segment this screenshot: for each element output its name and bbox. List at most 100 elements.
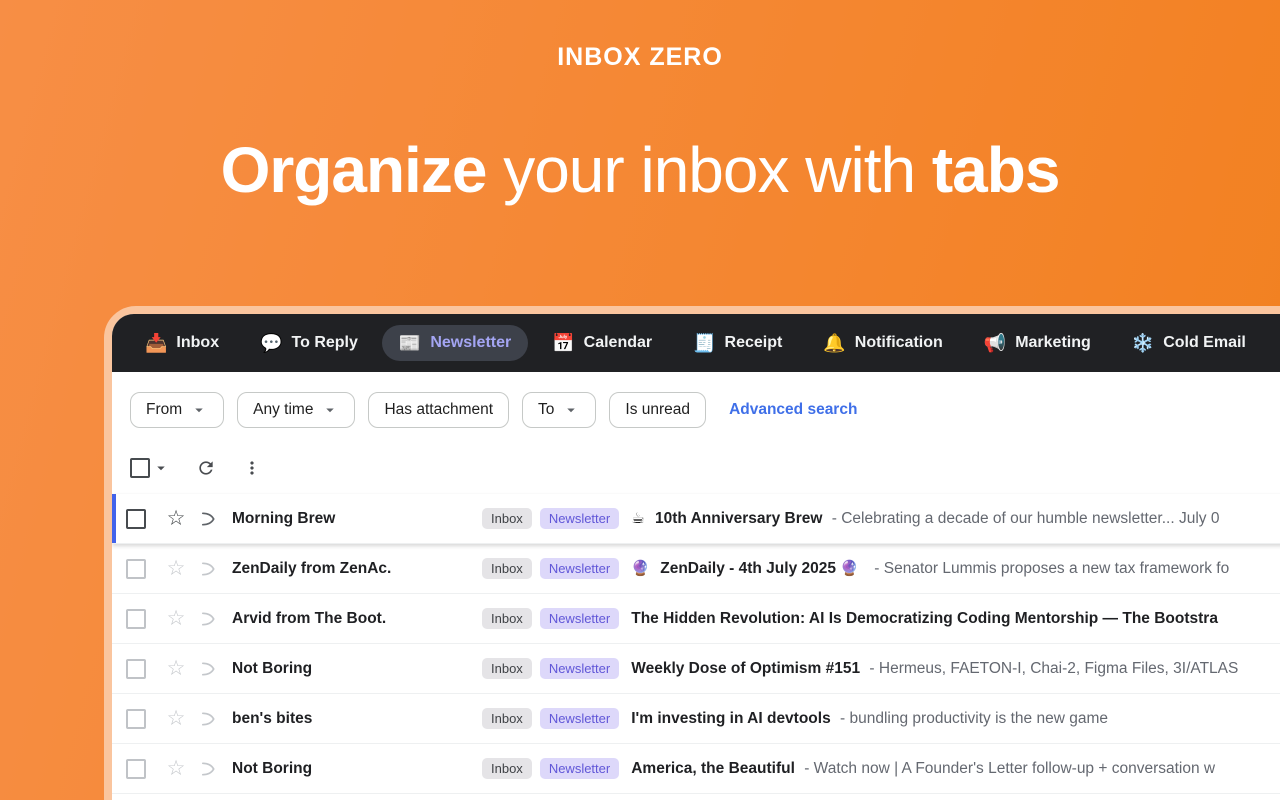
email-list: ☆ Morning Brew Inbox Newsletter ☕ 10th A… bbox=[112, 494, 1280, 794]
refresh-button[interactable] bbox=[196, 458, 216, 478]
newsletter-label-badge[interactable]: Newsletter bbox=[539, 658, 620, 679]
newsletter-label-badge[interactable]: Newsletter bbox=[539, 708, 620, 729]
tab-label: To Reply bbox=[291, 334, 358, 351]
headline-segment-bold: Organize bbox=[220, 134, 488, 206]
chevron-down-icon bbox=[195, 408, 203, 413]
tab-icon: 💬 bbox=[260, 333, 283, 353]
label-badges: Inbox Newsletter bbox=[482, 558, 620, 579]
importance-marker-icon[interactable] bbox=[198, 759, 218, 779]
filter-bar: From Any time Has attachment To bbox=[112, 372, 1280, 438]
tab[interactable]: ❄️ Cold Email bbox=[1115, 325, 1263, 361]
importance-marker-icon[interactable] bbox=[198, 559, 218, 579]
filter-chip[interactable]: To bbox=[522, 392, 597, 428]
tab-label: Marketing bbox=[1015, 334, 1091, 351]
filter-chip-label: Has attachment bbox=[384, 401, 494, 418]
tab-icon: 📥 bbox=[145, 333, 168, 353]
inbox-label-badge[interactable]: Inbox bbox=[482, 558, 532, 579]
email-snippet: - Senator Lummis proposes a new tax fram… bbox=[874, 560, 1230, 577]
star-icon[interactable]: ☆ bbox=[166, 607, 186, 630]
select-all-checkbox[interactable] bbox=[130, 458, 150, 478]
newsletter-label-badge[interactable]: Newsletter bbox=[539, 558, 620, 579]
tab[interactable]: 📥 Inbox bbox=[128, 325, 236, 361]
row-checkbox[interactable] bbox=[126, 508, 146, 529]
email-subject: Weekly Dose of Optimism #151 bbox=[631, 659, 861, 677]
email-row[interactable]: ☆ Not Boring Inbox Newsletter Weekly Dos… bbox=[112, 644, 1280, 694]
filter-chip[interactable]: Any time bbox=[237, 392, 356, 428]
subject-line: 🔮 ZenDaily - 4th July 2025 🔮 - Senator L… bbox=[631, 559, 1280, 578]
tab-icon: 🔔 bbox=[823, 333, 846, 353]
star-icon[interactable]: ☆ bbox=[166, 707, 186, 730]
star-icon[interactable]: ☆ bbox=[166, 657, 186, 680]
newsletter-label-badge[interactable]: Newsletter bbox=[539, 758, 620, 779]
importance-marker-icon[interactable] bbox=[198, 609, 218, 629]
newsletter-label-badge[interactable]: Newsletter bbox=[539, 508, 620, 529]
email-snippet: - Celebrating a decade of our humble new… bbox=[831, 510, 1220, 527]
email-subject: America, the Beautiful bbox=[631, 759, 795, 777]
label-badges: Inbox Newsletter bbox=[482, 708, 620, 729]
email-row[interactable]: ☆ ZenDaily from ZenAc. Inbox Newsletter … bbox=[112, 544, 1280, 594]
inbox-label-badge[interactable]: Inbox bbox=[482, 508, 532, 529]
advanced-search-link[interactable]: Advanced search bbox=[729, 401, 858, 418]
inbox-label-badge[interactable]: Inbox bbox=[482, 708, 532, 729]
refresh-icon bbox=[199, 461, 213, 475]
importance-marker-icon[interactable] bbox=[198, 659, 218, 679]
subject-emoji: ☕ bbox=[631, 510, 645, 527]
row-checkbox[interactable] bbox=[126, 558, 146, 579]
row-checkbox[interactable] bbox=[126, 708, 146, 729]
tab-icon: 📢 bbox=[983, 333, 1007, 353]
filter-chip[interactable]: Is unread bbox=[609, 392, 707, 428]
tab-label: Notification bbox=[854, 334, 943, 351]
app-window-inner: 📥 Inbox 💬 To Reply 📰 Newsletter 📅 Calend… bbox=[112, 314, 1280, 800]
filter-chip[interactable]: From bbox=[130, 392, 225, 428]
chevron-down-icon[interactable] bbox=[152, 459, 170, 477]
row-checkbox[interactable] bbox=[126, 658, 146, 679]
newsletter-label-badge[interactable]: Newsletter bbox=[539, 608, 620, 629]
subject-line: I'm investing in AI devtools - bundling … bbox=[631, 710, 1280, 728]
email-sender: Not Boring bbox=[232, 659, 313, 677]
tab[interactable]: 📅 Calendar bbox=[535, 325, 669, 361]
tab-icon: 🧾 bbox=[693, 333, 716, 353]
star-icon[interactable]: ☆ bbox=[166, 507, 186, 530]
importance-marker-icon[interactable] bbox=[198, 709, 218, 729]
tab-bar: 📥 Inbox 💬 To Reply 📰 Newsletter 📅 Calend… bbox=[112, 314, 1280, 372]
email-row[interactable]: ☆ Not Boring Inbox Newsletter America, t… bbox=[112, 744, 1280, 794]
chevron-down-icon bbox=[326, 408, 335, 413]
email-sender: Not Boring bbox=[232, 759, 313, 777]
inbox-label-badge[interactable]: Inbox bbox=[482, 758, 532, 779]
star-icon[interactable]: ☆ bbox=[166, 757, 186, 780]
chevron-down-icon bbox=[567, 408, 576, 413]
email-subject: ZenDaily - 4th July 2025 bbox=[660, 560, 836, 577]
tab[interactable]: 🔔 Notification bbox=[806, 325, 959, 361]
filter-chip-label: Is unread bbox=[625, 401, 691, 418]
filter-chip[interactable]: Has attachment bbox=[368, 392, 510, 428]
tab[interactable]: 💬 To Reply bbox=[243, 325, 375, 361]
label-badges: Inbox Newsletter bbox=[482, 658, 620, 679]
tab[interactable]: 🧾 Receipt bbox=[676, 325, 799, 361]
inbox-label-badge[interactable]: Inbox bbox=[482, 658, 532, 679]
inbox-label-badge[interactable]: Inbox bbox=[482, 608, 532, 629]
email-subject: 10th Anniversary Brew bbox=[655, 510, 823, 527]
email-row[interactable]: ☆ Morning Brew Inbox Newsletter ☕ 10th A… bbox=[112, 494, 1280, 544]
more-options-button[interactable] bbox=[242, 458, 262, 478]
select-all-control[interactable] bbox=[130, 458, 170, 478]
star-icon[interactable]: ☆ bbox=[166, 557, 186, 580]
row-checkbox[interactable] bbox=[126, 758, 146, 779]
email-row[interactable]: ☆ Arvid from The Boot. Inbox Newsletter … bbox=[112, 594, 1280, 644]
email-sender: ZenDaily from ZenAc. bbox=[232, 559, 392, 577]
subject-line: Weekly Dose of Optimism #151 - Hermeus, … bbox=[631, 660, 1280, 678]
email-sender: Morning Brew bbox=[232, 509, 336, 527]
email-row[interactable]: ☆ ben's bites Inbox Newsletter I'm inves… bbox=[112, 694, 1280, 744]
tab[interactable]: 📢 Marketing bbox=[967, 325, 1108, 361]
subject-line: ☕ 10th Anniversary Brew - Celebrating a … bbox=[631, 509, 1280, 528]
row-checkbox[interactable] bbox=[126, 608, 146, 629]
email-snippet: - bundling productivity is the new game bbox=[840, 709, 1108, 727]
tab-icon: ❄️ bbox=[1131, 333, 1155, 353]
tab-label: Newsletter bbox=[430, 334, 512, 351]
tab[interactable]: 📰 Newsletter bbox=[381, 325, 529, 361]
email-snippet: - Watch now | A Founder's Letter follow-… bbox=[804, 759, 1216, 777]
list-toolbar bbox=[112, 442, 1280, 494]
importance-marker-icon[interactable] bbox=[198, 509, 218, 529]
headline-segment-bold: tabs bbox=[931, 134, 1061, 206]
filter-chip-label: To bbox=[538, 401, 555, 418]
filter-chip-label: From bbox=[146, 401, 183, 418]
